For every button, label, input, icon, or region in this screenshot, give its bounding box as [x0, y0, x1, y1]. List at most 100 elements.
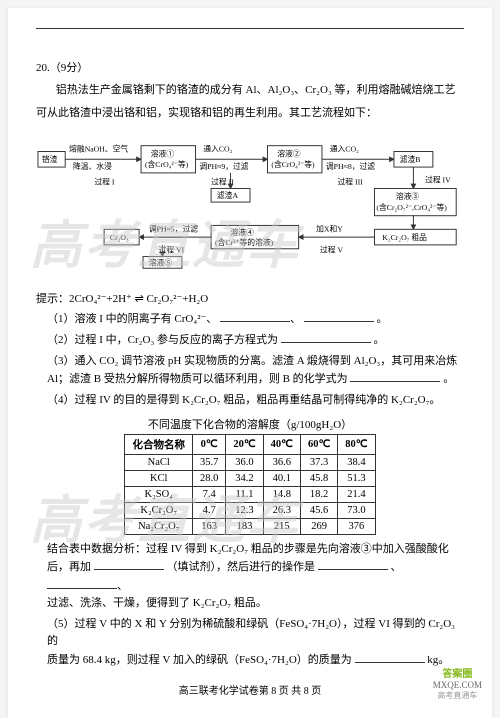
solubility-table: 化合物名称 0℃ 20℃ 40℃ 60℃ 80℃ NaCl 35.7 36.0 … [124, 434, 375, 535]
cell: 269 [300, 518, 337, 534]
sub-1: （1）溶液 I 中的阴离子有 CrO₄²⁻、 、 。 [47, 310, 464, 329]
cell: Na₂Cr₂O₇ [125, 518, 193, 534]
sub-3: （3）通入 CO₂ 调节溶液 pH 实现物质的分离。滤渣 A 煅烧得到 Al₂O… [47, 353, 464, 389]
cell: KCl [125, 470, 193, 486]
sub-2: （2）过程 I 中，Cr₂O₃ 参与反应的离子方程式为 。 [47, 331, 464, 350]
fc-filA: 滤渣A [217, 191, 239, 201]
hint: 提示：2CrO₄²⁻+2H⁺ ⇌ Cr₂O₇²⁻+H₂O [36, 290, 464, 306]
cell: 45.8 [300, 470, 337, 486]
cell: NaCl [125, 454, 193, 470]
sub1-text: （1）溶液 I 中的阴离子有 CrO₄²⁻、 [47, 313, 217, 325]
sub1-end: 。 [377, 313, 388, 325]
cell: 28.0 [192, 470, 225, 486]
th-5: 80℃ [338, 434, 375, 454]
cell: 35.7 [192, 454, 225, 470]
fc-cool: 降温、水浸 [73, 161, 112, 171]
cell: 34.2 [226, 470, 263, 486]
after-table: 结合表中数据分析：过程 IV 得到 K₂Cr₂O₇ 粗品的步骤是先向溶液③中加入… [47, 541, 464, 613]
fc-chromite: 铬渣 [42, 155, 58, 165]
page-footer: 高三联考化学试卷第 8 页 共 8 页 [36, 682, 464, 697]
cell: K₂Cr₂O₇ [125, 502, 193, 518]
logo-top: 答案圈 [433, 665, 482, 680]
fc-naoh: 熔融NaOH、空气 [69, 144, 128, 154]
fc-xy: 加X和Y [316, 224, 343, 234]
cell: 40.1 [263, 470, 300, 486]
sub-4: （4）过程 IV 的目的是得到 K₂Cr₂O₇ 粗品，粗品再重结晶可制得纯净的 … [47, 392, 464, 410]
fc-sol4b: (含Cr³⁺等的溶液) [215, 237, 274, 247]
fc-sol3b: (含Cr₂O₇²⁻,CrO₄²⁻等) [376, 202, 447, 212]
sub3a: （3）通入 CO₂ 调节溶液 pH 实现物质的分离。滤渣 A 煅烧得到 Al₂O… [47, 353, 464, 371]
fc-proc3: 过程 III [338, 177, 364, 187]
intro-2: 可从此铬渣中浸出铬和铝，实现铬和铝的再生利用。其工艺流程如下： [36, 104, 464, 123]
th-1: 0℃ [192, 434, 225, 454]
cell: 183 [226, 518, 263, 534]
table-row: K₂Cr₂O₇ 4.7 12.3 26.3 45.6 73.0 [125, 502, 375, 518]
table-header-row: 化合物名称 0℃ 20℃ 40℃ 60℃ 80℃ [125, 434, 375, 454]
fc-sol1a: 溶液① [151, 149, 175, 159]
fc-proc5: 过程 V [320, 245, 343, 255]
cell: 18.2 [300, 486, 337, 502]
blank-2 [281, 331, 371, 343]
fc-ph8: 调PH≈8，过滤 [326, 161, 375, 171]
fc-co2: 通入CO₂ [203, 144, 232, 154]
fc-proc1: 过程 I [94, 177, 114, 187]
cell: 38.4 [338, 454, 375, 470]
fc-sol2b: (含CrO₄²⁻等) [271, 159, 315, 169]
aft-c: （填试剂），然后进行的操作是 [167, 561, 316, 573]
aft-b: 后，再加 [47, 561, 91, 573]
th-0: 化合物名称 [125, 434, 193, 454]
sub5b: 质量为 68.4 kg，则过程 V 加入的绿矾（FeSO₄·7H₂O）的质量为 [47, 654, 352, 666]
blank-1b [304, 310, 374, 322]
th-4: 60℃ [300, 434, 337, 454]
cell: 73.0 [338, 502, 375, 518]
fc-ph5: 调PH≈5，过滤 [149, 224, 198, 234]
cell: 36.6 [263, 454, 300, 470]
blank-op1 [318, 558, 388, 570]
cell: 26.3 [263, 502, 300, 518]
blank-3 [350, 370, 440, 382]
table-title: 不同温度下化合物的溶解度（g/100gH₂O） [36, 416, 464, 432]
fc-proc4: 过程 IV [425, 175, 451, 185]
cell: 51.3 [338, 470, 375, 486]
cell: K₂SO₄ [125, 486, 193, 502]
blank-1a [220, 310, 290, 322]
fc-sol2: 溶液② [277, 149, 301, 159]
sub5a: （5）过程 V 中的 X 和 Y 分别为稀硫酸和绿矾（FeSO₄·7H₂O），过… [47, 618, 455, 648]
sub2-text: （2）过程 I 中，Cr₂O₃ 参与反应的离子方程式为 [47, 334, 278, 346]
cell: 376 [338, 518, 375, 534]
fc-sol5: 溶液⑤ [149, 258, 173, 268]
source-logo: 答案圈 MXQE.COM 高考直通车 [433, 665, 482, 701]
cell: 4.7 [192, 502, 225, 518]
sub-5: （5）过程 V 中的 X 和 Y 分别为稀硫酸和绿矾（FeSO₄·7H₂O），过… [47, 616, 464, 670]
fc-cr2o3: Cr₂O₃ [110, 233, 129, 242]
blank-op2 [47, 577, 117, 589]
blank-reagent [94, 558, 164, 570]
cell: 14.8 [263, 486, 300, 502]
aft-a: 结合表中数据分析：过程 IV 得到 K₂Cr₂O₇ 粗品的步骤是先向溶液③中加入… [47, 543, 449, 555]
fc-co2b: 通入CO₂ [330, 144, 359, 154]
fc-crude: K₂Cr₂O₇ 粗品 [382, 232, 427, 242]
sub3-end: 。 [443, 373, 454, 385]
cell: 45.6 [300, 502, 337, 518]
table-row: K₂SO₄ 7.4 11.1 14.8 18.2 21.4 [125, 486, 375, 502]
fc-sol1b: (含CrO₄²⁻等) [145, 159, 189, 169]
table-row: NaCl 35.7 36.0 36.6 37.3 38.4 [125, 454, 375, 470]
cell: 163 [192, 518, 225, 534]
cell: 21.4 [338, 486, 375, 502]
cell: 37.3 [300, 454, 337, 470]
process-flowchart: 铬渣 熔融NaOH、空气 降温、水浸 溶液① (含CrO₄²⁻等) 过程 I 通… [36, 134, 464, 270]
blank-mass [355, 651, 425, 663]
intro-1: 铝热法生产金属铬剩下的铬渣的成分有 Al、Al₂O₃、Cr₂O₃ 等，利用熔融碱… [36, 81, 464, 100]
logo-bottom: MXQE.COM [433, 680, 482, 690]
sub3b: Al；滤渣 B 受热分解所得物质可以循环利用，则 B 的化学式为 [47, 373, 348, 385]
aft-e: 过滤、洗涤、干燥，便得到了 K₂Cr₂O₇ 粗品。 [47, 597, 267, 609]
fc-ph9: 调PH≈9，过滤 [199, 161, 248, 171]
fc-sol3: 溶液③ [396, 192, 420, 202]
cell: 11.1 [226, 486, 263, 502]
th-2: 20℃ [226, 434, 263, 454]
question-number: 20.（9分） [36, 59, 464, 75]
cell: 215 [263, 518, 300, 534]
fc-sol4: 溶液④ [231, 228, 255, 238]
sub2-end: 。 [374, 334, 385, 346]
cell: 7.4 [192, 486, 225, 502]
